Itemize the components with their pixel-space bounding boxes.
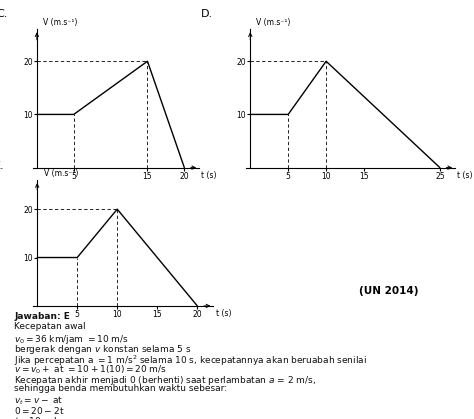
Text: t (s): t (s) bbox=[216, 309, 231, 318]
Text: V (m.s⁻¹): V (m.s⁻¹) bbox=[44, 169, 78, 178]
Text: Kecepatan akhir menjadi 0 (berhenti) saat perlambatan $a$ = 2 m/s,: Kecepatan akhir menjadi 0 (berhenti) saa… bbox=[14, 374, 316, 387]
Text: Kecepatan awal: Kecepatan awal bbox=[14, 323, 86, 331]
Text: t (s): t (s) bbox=[457, 171, 473, 180]
Text: Jawaban: E: Jawaban: E bbox=[14, 312, 70, 321]
Text: V (m.s⁻¹): V (m.s⁻¹) bbox=[43, 18, 77, 27]
Text: sehingga benda membutuhkan waktu sebesar:: sehingga benda membutuhkan waktu sebesar… bbox=[14, 384, 228, 393]
Text: V (m.s⁻¹): V (m.s⁻¹) bbox=[256, 18, 291, 27]
Text: (UN 2014): (UN 2014) bbox=[359, 286, 419, 296]
Text: D.: D. bbox=[201, 9, 213, 18]
Text: t (s): t (s) bbox=[201, 171, 217, 180]
Text: Jika percepatan a $= 1$ m/s$^2$ selama 10 s, kecepatannya akan beruabah senilai: Jika percepatan a $= 1$ m/s$^2$ selama 1… bbox=[14, 353, 367, 367]
Text: $v = v_0 +$ at $= 10 + 1(10) = 20$ m/s: $v = v_0 +$ at $= 10 + 1(10) = 20$ m/s bbox=[14, 363, 167, 376]
Text: $0 = 20 - 2$t: $0 = 20 - 2$t bbox=[14, 404, 64, 416]
Text: E.: E. bbox=[0, 161, 4, 171]
Text: bergerak dengan $v$ konstan selama 5 s: bergerak dengan $v$ konstan selama 5 s bbox=[14, 343, 191, 356]
Text: $v_0 = 36$ km/jam $= 10$ m/s: $v_0 = 36$ km/jam $= 10$ m/s bbox=[14, 333, 129, 346]
Text: C.: C. bbox=[0, 9, 8, 18]
Text: $v_t = v -$ at: $v_t = v -$ at bbox=[14, 394, 64, 407]
Text: $t = 10$ sekon: $t = 10$ sekon bbox=[14, 415, 71, 419]
